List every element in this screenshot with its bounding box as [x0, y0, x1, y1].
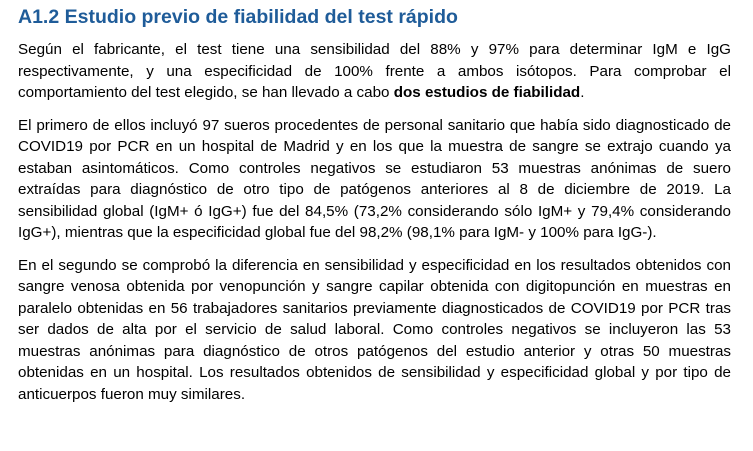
paragraph-manufacturer-end: .: [580, 84, 585, 101]
paragraph-first-study: El primero de ellos incluyó 97 sueros pr…: [18, 116, 731, 242]
paragraph-manufacturer: Según el fabricante, el test tiene una s…: [18, 39, 731, 104]
paragraph-second-study: En el segundo se comprobó la diferencia …: [18, 256, 731, 403]
paragraph-manufacturer-text: Según el fabricante, el test tiene una s…: [18, 41, 731, 101]
section-heading: A1.2 Estudio previo de fiabilidad del te…: [18, 6, 458, 28]
document-body: A1.2 Estudio previo de fiabilidad del te…: [18, 4, 731, 416]
paragraph-manufacturer-bold: dos estudios de fiabilidad: [393, 84, 581, 101]
